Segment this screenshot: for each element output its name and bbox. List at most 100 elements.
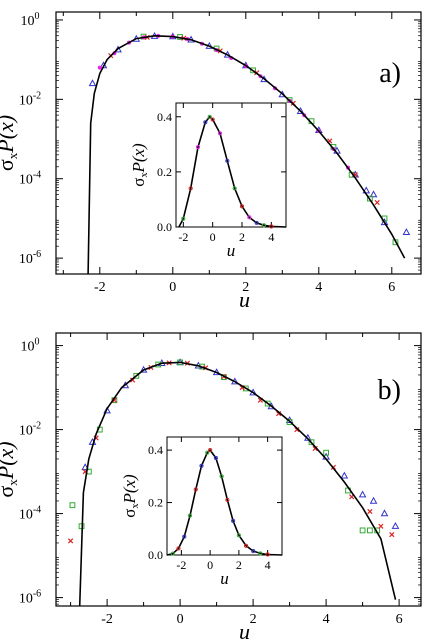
data-point-cross bbox=[378, 523, 384, 529]
data-layer bbox=[67, 358, 400, 606]
y-tick-exponent: -4 bbox=[33, 505, 41, 516]
inset-y-tick-label: 0.2 bbox=[157, 165, 172, 179]
inset-data-point bbox=[247, 215, 252, 220]
y-tick-base: 10 bbox=[19, 424, 33, 439]
x-tick-label: 2 bbox=[250, 612, 257, 627]
inset-data-point bbox=[265, 552, 270, 557]
inset-data-point bbox=[244, 543, 249, 548]
inset-y-title-rest: P(x) bbox=[129, 143, 148, 174]
inset-y-title-rest: P(x) bbox=[120, 474, 139, 505]
inset-x-tick-label: 2 bbox=[236, 558, 242, 572]
data-point-dot bbox=[97, 65, 102, 70]
inset-y-title-sub: x bbox=[130, 504, 141, 509]
y-axis-title-sub: x bbox=[5, 152, 20, 159]
inset-data-point bbox=[176, 546, 181, 551]
plot-frame bbox=[55, 332, 422, 607]
data-point-cross bbox=[67, 538, 74, 544]
data-point-square bbox=[133, 372, 140, 379]
inset-data-point bbox=[181, 216, 186, 221]
data-point-square bbox=[69, 502, 76, 509]
panel-label: a) bbox=[379, 58, 401, 89]
inset-y-axis-title: σxP(x) bbox=[120, 474, 141, 518]
y-tick-base: 10 bbox=[19, 173, 33, 188]
fit-curve bbox=[87, 34, 406, 274]
data-point-square bbox=[286, 419, 293, 425]
data-point-triangle bbox=[402, 228, 411, 236]
inset-data-point bbox=[213, 455, 218, 461]
x-tick-label: 4 bbox=[323, 612, 330, 627]
x-tick-label: 4 bbox=[315, 280, 322, 295]
inset-data-point bbox=[170, 551, 175, 556]
inset-x-tick-label: -2 bbox=[176, 558, 186, 572]
inset-data-point bbox=[205, 450, 210, 455]
data-point-square bbox=[367, 527, 373, 534]
y-tick-base: 10 bbox=[19, 592, 33, 607]
inset-data-point bbox=[254, 220, 259, 225]
data-point-square bbox=[308, 439, 315, 446]
data-point-triangle bbox=[380, 509, 389, 517]
y-tick-label: 10-4 bbox=[19, 505, 41, 523]
inset-x-tick-label: 4 bbox=[268, 230, 274, 244]
data-point-square bbox=[264, 400, 271, 407]
y-tick-exponent: -2 bbox=[33, 90, 41, 101]
data-point-square bbox=[359, 527, 366, 534]
inset-curve bbox=[178, 115, 287, 228]
y-tick-exponent: -2 bbox=[33, 421, 41, 432]
data-layer bbox=[87, 31, 411, 274]
y-tick-label: 10-6 bbox=[19, 589, 41, 607]
y-tick-base: 10 bbox=[19, 252, 33, 267]
inset-plot: -2 0 2 4 0.0 0.2 0.4 u σxP(x) bbox=[120, 436, 283, 588]
y-tick-base: 10 bbox=[19, 508, 33, 523]
x-tick-label: 0 bbox=[177, 612, 184, 627]
x-tick-label: -2 bbox=[94, 280, 106, 295]
inset-x-axis-title: u bbox=[227, 241, 236, 260]
data-point-triangle bbox=[369, 190, 378, 198]
y-axis-title-sigma: σ bbox=[0, 159, 18, 171]
x-tick-label: -2 bbox=[101, 612, 113, 627]
y-tick-base: 10 bbox=[19, 93, 33, 108]
inset-data-point bbox=[231, 518, 236, 523]
inset-data-point bbox=[258, 551, 263, 556]
data-point-cross bbox=[389, 531, 395, 538]
inset-x-tick-label: -2 bbox=[178, 230, 188, 244]
data-point-triangle bbox=[340, 471, 349, 479]
y-axis-title-sigma: σ bbox=[0, 486, 18, 498]
y-tick-exponent: -6 bbox=[33, 589, 41, 600]
y-tick-base: 10 bbox=[21, 340, 35, 355]
inset-y-title-sub: x bbox=[139, 173, 150, 178]
y-tick-base: 10 bbox=[21, 14, 35, 29]
chart-panel-b: -2024610010-210-410-6uσxP(x)b)-20240.00.… bbox=[0, 332, 422, 644]
y-axis-title-rest: P(x) bbox=[0, 441, 18, 480]
inset-data-point bbox=[193, 487, 198, 492]
inset-x-axis-title: u bbox=[220, 569, 229, 588]
inset-data-point bbox=[225, 497, 230, 502]
data-point-triangle bbox=[358, 490, 367, 498]
data-point-triangle bbox=[369, 496, 378, 504]
inset-x-tick-label: 4 bbox=[265, 558, 271, 572]
data-point-cross bbox=[276, 411, 282, 417]
y-tick-label: 100 bbox=[21, 337, 40, 355]
inset-data-point bbox=[208, 448, 213, 453]
y-axis-title-rest: P(x) bbox=[0, 115, 18, 154]
inset-x-tick-label: 2 bbox=[239, 230, 245, 244]
y-tick-label: 10-2 bbox=[19, 90, 41, 108]
inset-data-point bbox=[188, 186, 193, 191]
data-point-cross bbox=[294, 426, 300, 433]
data-point-square bbox=[250, 67, 256, 74]
x-tick-label: 2 bbox=[242, 280, 249, 295]
inset-data-point bbox=[207, 114, 212, 119]
inset-data-point bbox=[261, 223, 267, 228]
inset-data-point bbox=[203, 120, 208, 125]
inset-data-point bbox=[269, 224, 274, 229]
data-point-triangle bbox=[81, 463, 90, 471]
inset-data-point bbox=[210, 117, 215, 122]
inset-data-point bbox=[199, 463, 204, 468]
y-axis-title: σxP(x) bbox=[0, 115, 20, 171]
inset-data-point bbox=[195, 145, 201, 150]
x-tick-label: 6 bbox=[396, 612, 403, 627]
inset-y-title-sigma: σ bbox=[129, 178, 148, 187]
x-axis-title: u bbox=[239, 619, 250, 644]
x-tick-label: 6 bbox=[388, 280, 395, 295]
inset-y-tick-label: 0.0 bbox=[148, 548, 163, 562]
